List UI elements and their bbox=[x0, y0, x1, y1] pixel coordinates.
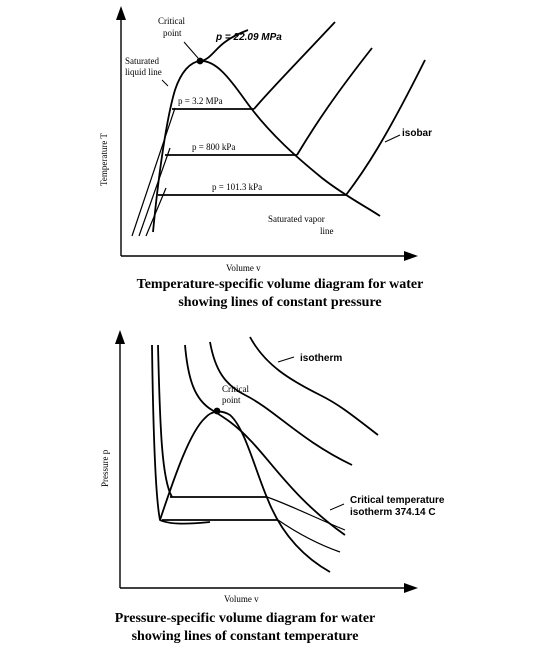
tv-y-arrow-icon bbox=[116, 6, 126, 20]
tv-p-3-2-label: p = 3.2 MPa bbox=[178, 96, 223, 106]
tv-x-axis-label: Volume v bbox=[226, 263, 261, 273]
pv-x-axis-label: Volume v bbox=[224, 594, 259, 604]
tv-critical-point-label: point bbox=[163, 28, 182, 38]
tv-critical-leader bbox=[183, 41, 199, 59]
pv-isotherm-leader bbox=[277, 356, 295, 363]
tv-liquid-line bbox=[145, 187, 167, 237]
tv-sat-liquid-label: Saturated bbox=[125, 56, 159, 66]
pv-isotherm-label: isotherm bbox=[300, 353, 342, 364]
tv-isobar-leader bbox=[384, 134, 401, 143]
tv-p-101-3-label: p = 101.3 kPa bbox=[212, 182, 262, 192]
pv-caption-line-1: Pressure-specific volume diagram for wat… bbox=[115, 611, 376, 626]
pv-isotherm-branch bbox=[266, 496, 346, 531]
pv-caption-line-2: showing lines of constant temperature bbox=[132, 629, 359, 644]
tv-x-arrow-icon bbox=[404, 251, 418, 261]
tv-caption-line-1: Temperature-specific volume diagram for … bbox=[137, 277, 424, 292]
tv-saturation-dome bbox=[152, 60, 381, 233]
pv-isotherm-high bbox=[249, 336, 379, 436]
tv-p-800-label: p = 800 kPa bbox=[192, 142, 235, 152]
tv-isobar-label: isobar bbox=[402, 128, 432, 139]
tv-critical-point-marker bbox=[196, 57, 204, 65]
pv-isotherm-low bbox=[151, 344, 211, 525]
pv-isotherm bbox=[209, 341, 353, 466]
tv-sat-vapor-label: Saturated vapor bbox=[268, 214, 325, 224]
pv-critical-temp-label: isotherm 374.14 C bbox=[350, 507, 436, 518]
tv-superheated-isobar bbox=[345, 59, 426, 196]
pv-y-arrow-icon bbox=[115, 330, 125, 344]
tv-superheated-isobar bbox=[296, 47, 373, 156]
tv-y-axis-label: Temperature T bbox=[99, 133, 109, 186]
tv-sat-liquid-leader bbox=[161, 79, 169, 87]
pv-critical-point-label: Critical bbox=[222, 384, 249, 394]
tv-liquid-line bbox=[138, 147, 171, 237]
pv-x-arrow-icon bbox=[404, 583, 418, 593]
pv-critical-isotherm bbox=[184, 344, 346, 536]
tv-superheated-isobar bbox=[253, 21, 336, 110]
pv-critical-temp-label: Critical temperature bbox=[350, 495, 445, 506]
tv-liquid-line bbox=[131, 107, 176, 237]
tv-sat-liquid-label: liquid line bbox=[125, 67, 162, 77]
tv-critical-isobar bbox=[199, 29, 249, 62]
pv-y-axis-label: Pressure p bbox=[100, 449, 110, 487]
tv-sat-vapor-label: line bbox=[320, 226, 334, 236]
tv-caption-line-2: showing lines of constant pressure bbox=[178, 295, 381, 310]
pv-isotherm bbox=[157, 344, 173, 498]
pv-diagram: isotherm Critical point Critical tempera… bbox=[100, 330, 445, 644]
tv-critical-point-label: Critical bbox=[158, 16, 185, 26]
pv-critical-point-label: point bbox=[222, 395, 241, 405]
pv-saturation-dome bbox=[159, 410, 331, 573]
pv-critical-temp-leader bbox=[329, 503, 345, 511]
pv-isotherm-branch bbox=[277, 519, 341, 553]
tv-critical-pressure-label: p = 22.09 MPa bbox=[215, 32, 282, 43]
tv-diagram: Critical point p = 22.09 MPa Saturated l… bbox=[99, 6, 432, 310]
pv-critical-point-marker bbox=[213, 407, 221, 415]
